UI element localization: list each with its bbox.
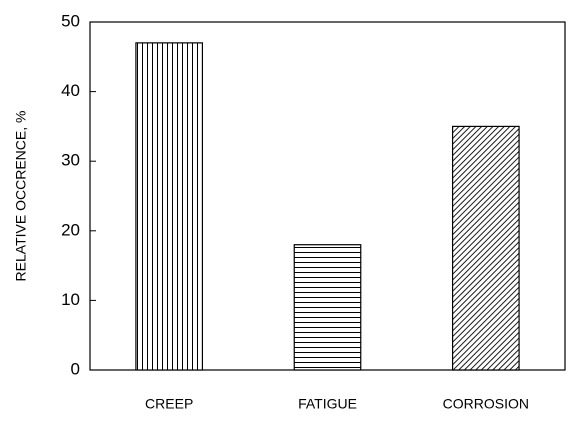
x-tick-label: CORROSION	[443, 396, 529, 412]
y-axis-label: RELATIVE OCCRENCE, %	[13, 111, 29, 282]
x-tick-label: FATIGUE	[298, 396, 357, 412]
y-tick-label: 0	[71, 359, 80, 378]
bar	[135, 42, 204, 371]
bar	[293, 244, 362, 371]
y-tick-label: 50	[61, 11, 80, 30]
y-tick-label: 40	[61, 81, 80, 100]
bar	[451, 125, 520, 371]
y-tick-label: 10	[61, 290, 80, 309]
x-tick-label: CREEP	[145, 396, 193, 412]
y-tick-label: 30	[61, 151, 80, 170]
y-tick-label: 20	[61, 220, 80, 239]
